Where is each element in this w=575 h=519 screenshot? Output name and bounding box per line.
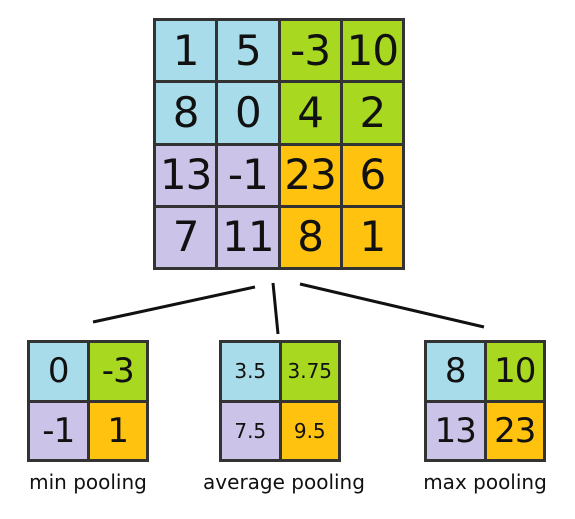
- input-cell: 11: [218, 207, 278, 267]
- max-pooling-cell: 10: [486, 343, 543, 400]
- connector-to-max: [299, 282, 485, 329]
- average-pooling-matrix: 3.5 3.75 7.5 9.5: [219, 340, 341, 462]
- max-pooling-cell: 13: [427, 402, 484, 459]
- input-cell: 23: [280, 145, 340, 205]
- input-cell: 1: [342, 207, 402, 267]
- input-cell: 7: [156, 207, 216, 267]
- input-cell: 5: [218, 21, 278, 81]
- average-pooling-cell: 3.75: [281, 343, 338, 400]
- input-cell: 4: [280, 83, 340, 143]
- max-pooling-cell: 8: [427, 343, 484, 400]
- average-pooling-caption: average pooling: [203, 470, 365, 494]
- input-cell: 0: [218, 83, 278, 143]
- input-cell: 10: [342, 21, 402, 81]
- input-cell: 6: [342, 145, 402, 205]
- connector-to-average: [271, 282, 280, 335]
- min-pooling-caption: min pooling: [29, 470, 147, 494]
- min-pooling-cell: 0: [30, 343, 87, 400]
- input-cell: 13: [156, 145, 216, 205]
- average-pooling-cell: 7.5: [222, 402, 279, 459]
- input-cell: -3: [280, 21, 340, 81]
- min-pooling-cell: -3: [89, 343, 146, 400]
- connector-to-min: [92, 285, 256, 324]
- max-pooling-caption: max pooling: [423, 470, 547, 494]
- max-pooling-matrix: 8 10 13 23: [424, 340, 546, 462]
- input-cell: 8: [156, 83, 216, 143]
- min-pooling-cell: -1: [30, 402, 87, 459]
- average-pooling-cell: 3.5: [222, 343, 279, 400]
- max-pooling-cell: 23: [486, 402, 543, 459]
- input-matrix: 1 5 -3 10 8 0 4 2 13 -1 23 6 7 11 8 1: [153, 18, 405, 270]
- min-pooling-cell: 1: [89, 402, 146, 459]
- input-cell: 1: [156, 21, 216, 81]
- input-cell: 2: [342, 83, 402, 143]
- input-cell: -1: [218, 145, 278, 205]
- average-pooling-cell: 9.5: [281, 402, 338, 459]
- input-cell: 8: [280, 207, 340, 267]
- min-pooling-matrix: 0 -3 -1 1: [27, 340, 149, 462]
